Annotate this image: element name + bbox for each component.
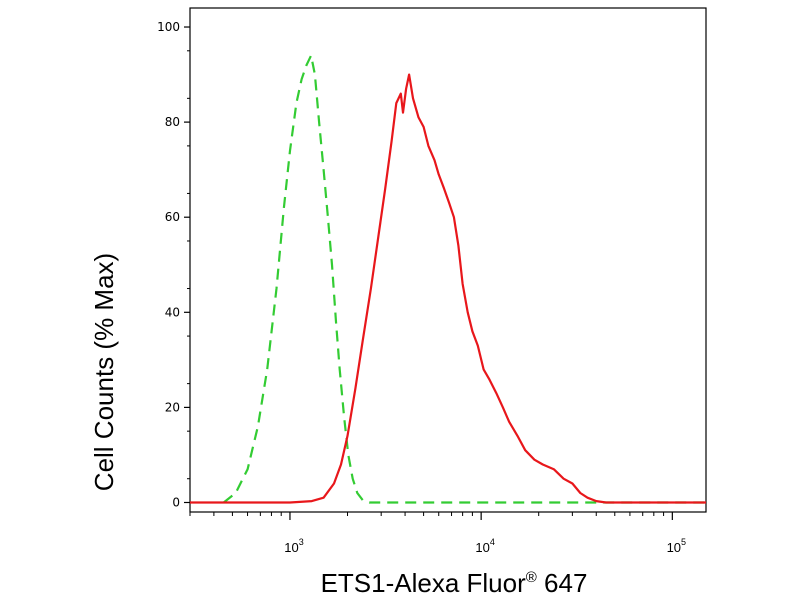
control-histogram-line bbox=[223, 54, 706, 504]
x-tick-label: 103 bbox=[284, 537, 303, 555]
y-tick-label: 80 bbox=[165, 115, 180, 129]
y-tick-label: 60 bbox=[165, 210, 180, 224]
registered-mark: ® bbox=[526, 569, 537, 586]
x-axis-title-suffix: 647 bbox=[537, 568, 588, 598]
y-tick-label: 100 bbox=[157, 20, 180, 34]
y-axis: 0 20 40 60 80 100 bbox=[157, 20, 190, 509]
x-axis: 103 104 105 bbox=[189, 512, 686, 555]
plot-area bbox=[189, 7, 707, 513]
x-tick-label: 105 bbox=[667, 537, 686, 555]
y-axis-title: Cell Counts (% Max) bbox=[89, 253, 119, 491]
x-axis-title: ETS1-Alexa Fluor® 647 bbox=[321, 568, 588, 598]
y-tick-label: 40 bbox=[165, 305, 180, 319]
series-layer bbox=[190, 54, 706, 504]
plot-border bbox=[189, 7, 707, 513]
ets1-histogram-line bbox=[190, 73, 706, 504]
x-tick-label: 104 bbox=[475, 537, 494, 555]
y-tick-label: 20 bbox=[165, 400, 180, 414]
x-axis-title-prefix: ETS1-Alexa Fluor bbox=[321, 568, 527, 598]
y-tick-label: 0 bbox=[172, 495, 180, 509]
